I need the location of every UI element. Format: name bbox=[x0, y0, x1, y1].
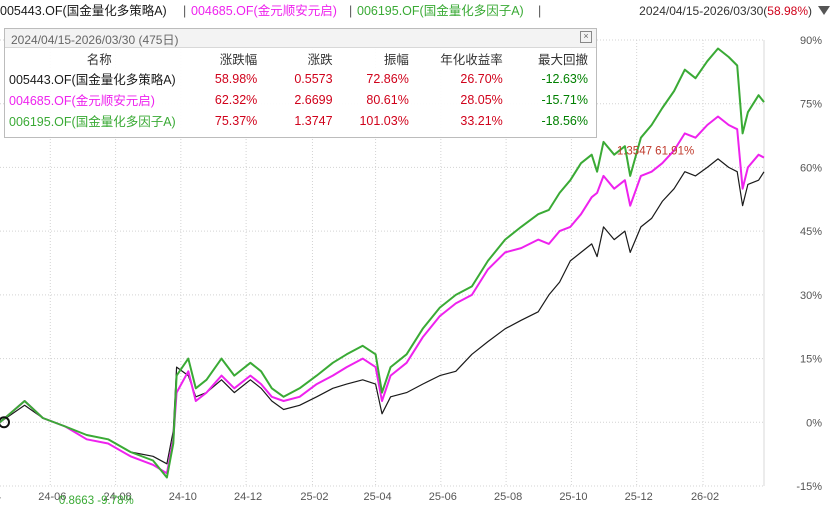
change-cell: 0.5573 bbox=[294, 71, 333, 86]
x-tick-label: 24-04 bbox=[0, 491, 1, 503]
y-tick-label: 0% bbox=[806, 417, 822, 429]
annualized-cell: 28.05% bbox=[460, 92, 503, 107]
annotations: 0.8663 -9.78% 1.3547 61.91% bbox=[0, 145, 694, 507]
y-tick-label: 60% bbox=[800, 162, 822, 174]
amplitude-cell: 101.03% bbox=[359, 113, 409, 128]
x-tick-label: 25-08 bbox=[494, 491, 522, 503]
stats-panel-title: 2024/04/15-2026/03/30 (475日) bbox=[11, 33, 179, 47]
date-range-label[interactable]: 2024/04/15-2026/03/30(58.98%) bbox=[639, 4, 812, 18]
x-tick-label: 24-12 bbox=[234, 491, 262, 503]
change-pct-cell: 58.98% bbox=[214, 71, 258, 86]
stats-header-row: 名称 涨跌幅 涨跌 振幅 年化收益率 最大回撤 bbox=[5, 49, 596, 68]
row-name: 004685.OF(金元顺安元启) bbox=[9, 94, 155, 108]
close-icon[interactable]: × bbox=[580, 31, 592, 43]
table-row[interactable]: 004685.OF(金元顺安元启) 62.32% 2.6699 80.61% 2… bbox=[5, 89, 596, 110]
y-axis-labels: 90% 75% 60% 45% 30% 15% 0% -15% bbox=[796, 35, 822, 493]
dropdown-arrow-icon[interactable] bbox=[818, 6, 830, 15]
change-pct-cell: 75.37% bbox=[214, 113, 258, 128]
row-name: 005443.OF(国金量化多策略A) bbox=[9, 73, 176, 87]
x-tick-label: 25-06 bbox=[429, 491, 457, 503]
series-line bbox=[0, 47, 765, 479]
row-name: 006195.OF(国金量化多因子A) bbox=[9, 115, 176, 129]
grid-lines bbox=[0, 39, 765, 487]
x-tick-label: 24-08 bbox=[103, 491, 131, 503]
table-row[interactable]: 006195.OF(国金量化多因子A) 75.37% 1.3747 101.03… bbox=[5, 110, 596, 131]
max-drawdown-cell: -18.56% bbox=[541, 113, 588, 128]
x-tick-label: 25-10 bbox=[559, 491, 587, 503]
column-header: 涨跌 bbox=[307, 53, 333, 67]
y-tick-label: 90% bbox=[800, 35, 822, 47]
x-tick-label: 25-04 bbox=[364, 491, 392, 503]
column-header: 年化收益率 bbox=[440, 53, 503, 67]
legend-separator: | bbox=[349, 4, 353, 18]
y-tick-label: 15% bbox=[800, 354, 822, 366]
legend-separator: | bbox=[183, 4, 187, 18]
series-line bbox=[0, 158, 765, 465]
y-tick-label: -15% bbox=[796, 481, 822, 493]
max-drawdown-cell: -15.71% bbox=[541, 92, 588, 107]
change-cell: 1.3747 bbox=[294, 113, 333, 128]
annualized-cell: 26.70% bbox=[460, 71, 503, 86]
column-header: 振幅 bbox=[383, 53, 409, 67]
amplitude-cell: 72.86% bbox=[366, 71, 409, 86]
max-drawdown-cell: -12.63% bbox=[541, 71, 588, 86]
stats-panel: 2024/04/15-2026/03/30 (475日) × 名称 涨跌幅 涨跌… bbox=[4, 28, 597, 138]
stats-panel-header: 2024/04/15-2026/03/30 (475日) × bbox=[5, 29, 596, 48]
legend-item-004685[interactable]: 004685.OF(金元顺安元启) bbox=[191, 4, 337, 18]
column-header: 涨跌幅 bbox=[219, 53, 258, 67]
change-pct-cell: 62.32% bbox=[214, 92, 258, 107]
legend-item-006195[interactable]: 006195.OF(国金量化多因子A) bbox=[357, 4, 524, 18]
change-cell: 2.6699 bbox=[294, 92, 333, 107]
y-tick-label: 75% bbox=[800, 99, 822, 111]
min-annotation: 0.8663 -9.78% bbox=[59, 495, 134, 507]
annualized-cell: 33.21% bbox=[460, 113, 503, 128]
y-tick-label: 45% bbox=[800, 226, 822, 238]
start-marker bbox=[0, 416, 10, 429]
legend-bar: 005443.OF(国金量化多策略A) | 004685.OF(金元顺安元启) … bbox=[0, 0, 834, 22]
x-tick-label: 25-12 bbox=[625, 491, 653, 503]
x-tick-label: 24-06 bbox=[38, 491, 66, 503]
amplitude-cell: 80.61% bbox=[366, 92, 409, 107]
x-tick-label: 26-02 bbox=[691, 491, 719, 503]
series-lines bbox=[0, 47, 765, 479]
period-return: 58.98% bbox=[767, 4, 808, 18]
legend-separator: | bbox=[538, 4, 542, 18]
x-tick-label: 24-10 bbox=[169, 491, 197, 503]
legend-item-005443[interactable]: 005443.OF(国金量化多策略A) bbox=[0, 4, 167, 18]
x-axis-labels: 24-04 24-06 24-08 24-10 24-12 25-02 25-04 25-06… bbox=[0, 491, 719, 503]
column-header: 最大回撤 bbox=[537, 53, 588, 67]
x-tick-label: 25-02 bbox=[300, 491, 328, 503]
column-header: 名称 bbox=[86, 53, 112, 67]
table-row[interactable]: 005443.OF(国金量化多策略A) 58.98% 0.5573 72.86%… bbox=[5, 68, 596, 89]
y-tick-label: 30% bbox=[800, 290, 822, 302]
max-annotation: 1.3547 61.91% bbox=[617, 145, 694, 157]
stats-table: 名称 涨跌幅 涨跌 振幅 年化收益率 最大回撤 005443.OF(国金量化多策… bbox=[5, 49, 596, 131]
